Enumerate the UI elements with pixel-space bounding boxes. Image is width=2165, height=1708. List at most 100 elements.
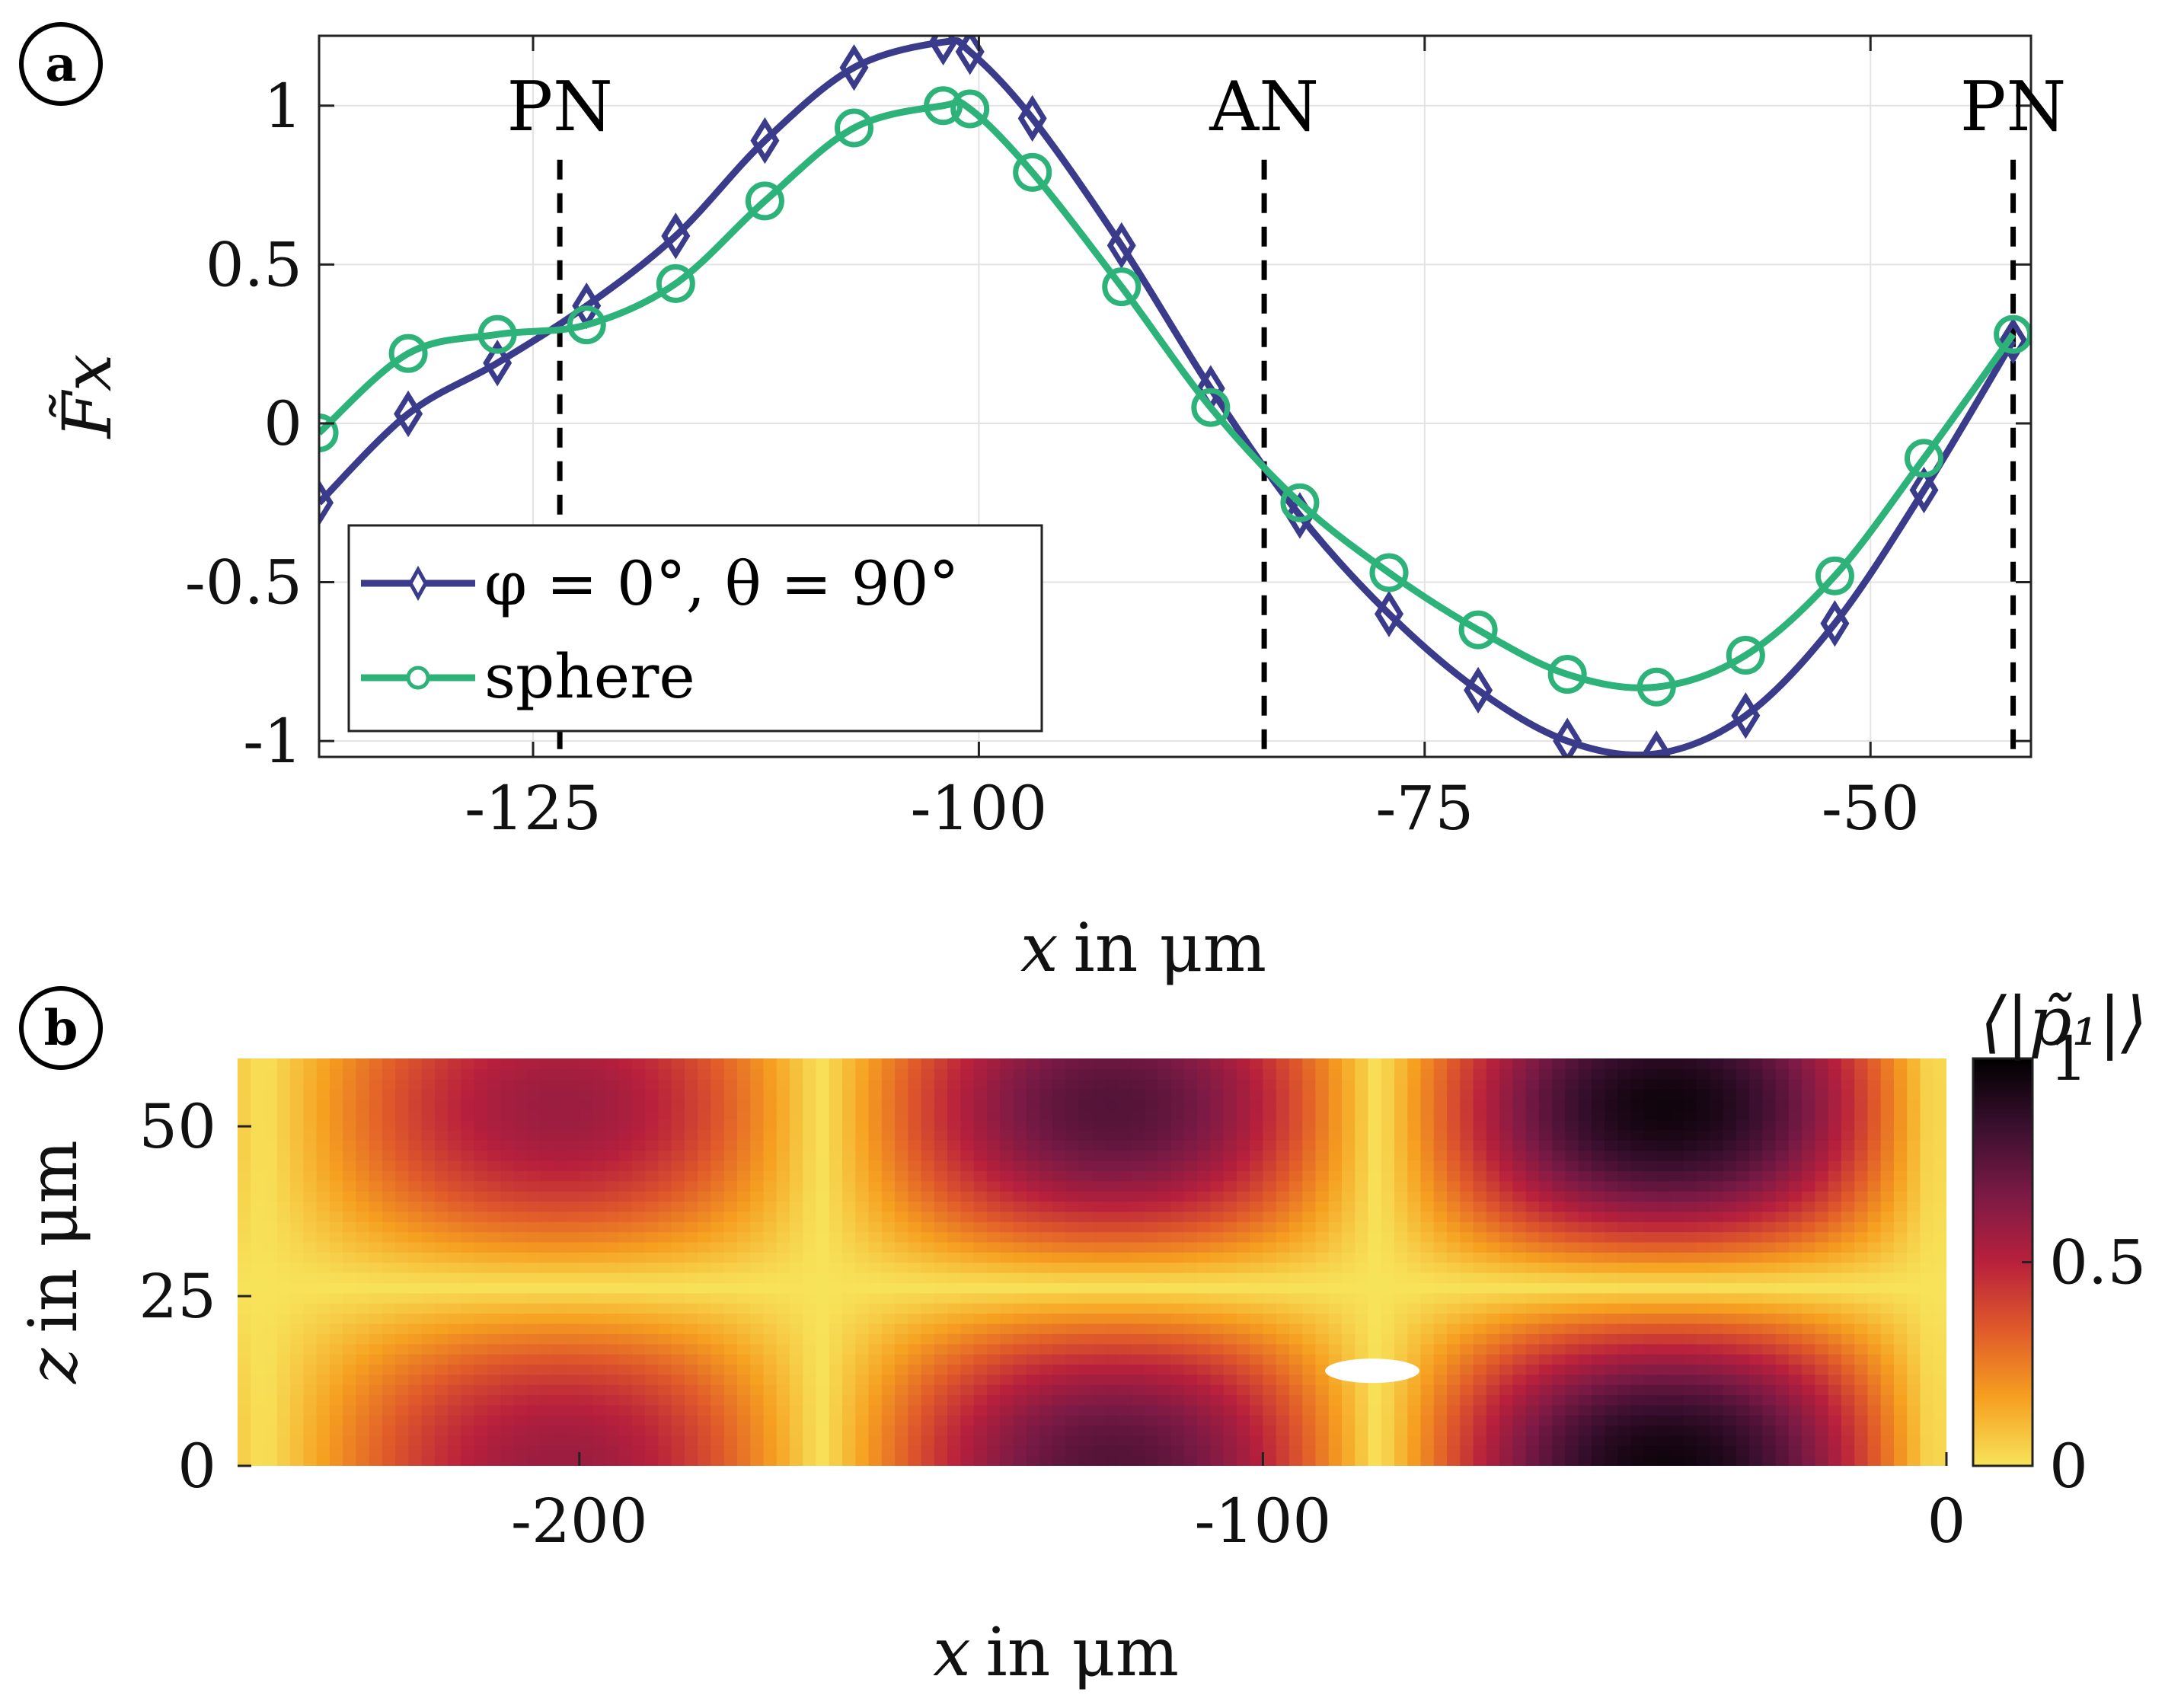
heatmap-cell (960, 1272, 975, 1284)
heatmap-cell (1118, 1119, 1132, 1131)
heatmap-cell (855, 1303, 870, 1314)
heatmap-cell (1026, 1384, 1040, 1396)
heatmap-cell (842, 1374, 857, 1385)
heatmap-cell (1643, 1109, 1659, 1121)
heatmap-cell (1183, 1241, 1198, 1253)
heatmap-cell (605, 1140, 620, 1151)
heatmap-cell (1052, 1180, 1067, 1192)
heatmap-cell (1552, 1058, 1566, 1070)
heatmap-cell (1538, 1190, 1553, 1202)
heatmap-cell (1538, 1272, 1553, 1284)
heatmap-cell (513, 1292, 528, 1304)
heatmap-cell (1368, 1252, 1382, 1263)
heatmap-cell (1605, 1140, 1619, 1151)
heatmap-cell (356, 1058, 370, 1070)
heatmap-cell (303, 1078, 318, 1090)
heatmap-cell (382, 1435, 396, 1447)
heatmap-cell (434, 1292, 449, 1304)
heatmap-cell (592, 1313, 607, 1324)
heatmap-cell (1236, 1211, 1250, 1222)
heatmap-cell (1197, 1303, 1212, 1314)
heatmap-cell (1433, 1068, 1448, 1080)
heatmap-cell (816, 1160, 830, 1171)
heatmap-cell (303, 1313, 318, 1324)
heatmap-cell (1473, 1119, 1487, 1131)
heatmap-cell (750, 1150, 765, 1161)
heatmap-cell (1288, 1435, 1303, 1447)
heatmap-cell (986, 1119, 1001, 1131)
heatmap-cell (487, 1119, 502, 1131)
heatmap-cell (1000, 1374, 1014, 1385)
heatmap-cell (1420, 1170, 1435, 1182)
heatmap-cell (1052, 1394, 1067, 1406)
heatmap-cell (382, 1119, 396, 1131)
heatmap-cell (710, 1272, 725, 1284)
heatmap-cell (789, 1374, 804, 1385)
heatmap-cell (1447, 1160, 1461, 1171)
heatmap-cell (986, 1180, 1001, 1192)
heatmap-cell (1065, 1425, 1080, 1436)
heatmap-cell (605, 1282, 620, 1294)
heatmap-cell (343, 1435, 357, 1447)
heatmap-cell (1092, 1231, 1106, 1243)
heatmap-cell (1736, 1384, 1750, 1396)
heatmap-cell (1223, 1170, 1237, 1182)
heatmap-cell (710, 1282, 725, 1294)
heatmap-cell (1512, 1119, 1527, 1131)
heatmap-cell (698, 1078, 712, 1090)
heatmap-cell (1210, 1099, 1225, 1110)
heatmap-cell (1486, 1282, 1500, 1294)
heatmap-cell (487, 1068, 502, 1080)
heatmap-cell (395, 1404, 410, 1416)
heatmap-cell (1723, 1455, 1737, 1466)
heatmap-cell (1512, 1282, 1527, 1294)
heatmap-cell (356, 1068, 370, 1080)
heatmap-cell (921, 1364, 935, 1375)
heatmap-cell (1788, 1190, 1803, 1202)
heatmap-cell (1223, 1150, 1237, 1161)
heatmap-cell (1643, 1374, 1659, 1385)
heatmap-cell (1736, 1078, 1750, 1090)
heatmap-cell (487, 1150, 502, 1161)
heatmap-cell (1315, 1099, 1330, 1110)
heatmap-cell (1710, 1058, 1724, 1070)
heatmap-cell (723, 1343, 738, 1355)
heatmap-cell (605, 1404, 620, 1416)
heatmap-cell (1683, 1129, 1697, 1141)
heatmap-cell (290, 1160, 305, 1171)
heatmap-cell (513, 1068, 528, 1080)
heatmap-cell (934, 1180, 948, 1192)
heatmap-cell (776, 1089, 790, 1100)
heatmap-cell (1723, 1343, 1737, 1355)
heatmap-cell (1630, 1272, 1645, 1284)
heatmap-cell (1552, 1160, 1566, 1171)
heatmap-cell (698, 1058, 712, 1070)
heatmap-cell (1591, 1272, 1605, 1284)
heatmap-cell (276, 1374, 291, 1385)
heatmap-cell (448, 1303, 462, 1314)
heatmap-cell (723, 1099, 738, 1110)
heatmap-cell (1145, 1058, 1159, 1070)
heatmap-cell (553, 1313, 567, 1324)
heatmap-cell (1723, 1282, 1737, 1294)
heatmap-cell (1263, 1170, 1277, 1182)
heatmap-cell (1158, 1078, 1172, 1090)
heatmap-cell (1710, 1353, 1724, 1365)
heatmap-cell (1105, 1333, 1119, 1345)
heatmap-cell (1236, 1099, 1250, 1110)
heatmap-cell (1368, 1445, 1382, 1457)
heatmap-cell (1052, 1353, 1067, 1365)
heatmap-cell (803, 1201, 817, 1212)
heatmap-cell (1052, 1119, 1067, 1131)
heatmap-cell (1065, 1160, 1080, 1171)
heatmap-cell (671, 1313, 685, 1324)
heatmap-cell (1815, 1180, 1829, 1192)
heatmap-cell (251, 1099, 265, 1110)
heatmap-cell (1762, 1241, 1777, 1253)
heatmap-cell (276, 1190, 291, 1202)
heatmap-cell (1302, 1160, 1317, 1171)
heatmap-cell (1197, 1292, 1212, 1304)
heatmap-cell (329, 1292, 343, 1304)
node-label: PN (1960, 67, 2066, 147)
heatmap-cell (1775, 1140, 1790, 1151)
